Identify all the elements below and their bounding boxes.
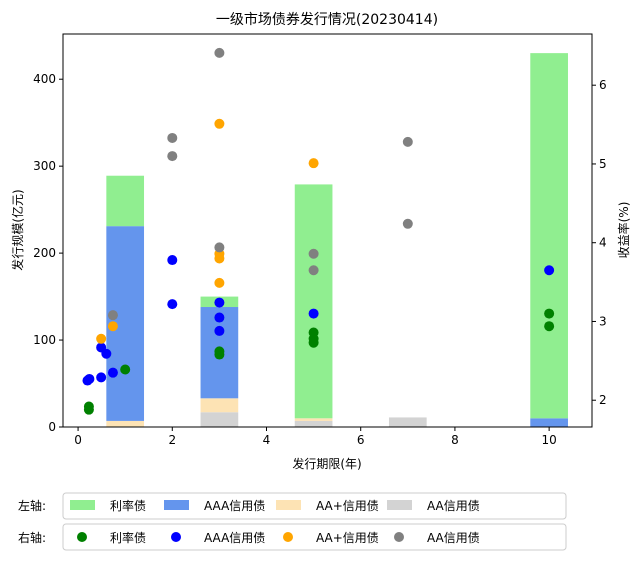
y-left-tick-label: 200 — [33, 246, 56, 260]
legend-left-box — [62, 492, 567, 520]
scatter-point — [544, 265, 555, 276]
legend-dot-label: AA+信用债 — [316, 531, 379, 545]
scatter-point — [544, 321, 555, 332]
scatter-point — [308, 265, 319, 276]
bar-segment — [530, 53, 568, 419]
x-tick-label: 2 — [168, 433, 176, 447]
legend-bar-label: AAA信用债 — [204, 499, 265, 513]
legend-dot-swatch — [394, 532, 404, 542]
scatter-point — [96, 372, 107, 383]
scatter-point — [402, 136, 413, 147]
x-tick-label: 8 — [451, 433, 459, 447]
scatter-point — [402, 218, 413, 229]
scatter-point — [308, 308, 319, 319]
legend-right-box — [62, 523, 567, 551]
scatter-point — [107, 321, 118, 332]
scatter-point — [544, 308, 555, 319]
y-right-axis-label: 收益率(%) — [616, 202, 631, 259]
x-axis-label: 发行期限(年) — [292, 456, 361, 471]
bar-segment — [200, 412, 239, 427]
chart-title: 一级市场债券发行情况(20230414) — [216, 11, 438, 28]
scatter-point — [101, 348, 112, 359]
scatter-point — [107, 367, 118, 378]
legend-dot-swatch — [77, 532, 87, 542]
legend-bar-swatch — [276, 500, 301, 510]
y-right-tick-label: 4 — [599, 236, 607, 250]
scatter-point — [214, 297, 225, 308]
scatter-point — [107, 310, 118, 321]
scatter-point — [214, 253, 225, 264]
scatter-point — [214, 277, 225, 288]
x-tick-label: 6 — [357, 433, 365, 447]
x-tick-label: 4 — [263, 433, 271, 447]
legend-dot-swatch — [283, 532, 293, 542]
bar-segment — [106, 175, 145, 227]
legend-left-axis-label: 左轴: — [18, 498, 46, 513]
bar-segment — [294, 184, 333, 419]
scatter-point — [308, 158, 319, 169]
bar-segment — [294, 418, 333, 421]
scatter-point — [84, 373, 95, 384]
legend-bar-swatch — [387, 500, 412, 510]
y-left-tick-label: 100 — [33, 333, 56, 347]
y-right-tick-label: 6 — [599, 78, 607, 92]
bar-segment — [530, 418, 568, 427]
y-left-tick-label: 0 — [48, 420, 56, 434]
scatter-point — [167, 299, 178, 310]
scatter-point — [83, 401, 94, 412]
scatter-point — [167, 132, 178, 143]
scatter-point — [308, 248, 319, 259]
scatter-point — [214, 349, 225, 360]
bar-segment — [200, 398, 239, 413]
plot-frame — [62, 33, 593, 428]
bar-segment — [388, 417, 427, 427]
legend-dot-label: AA信用债 — [427, 531, 480, 545]
x-tick-label: 10 — [541, 433, 556, 447]
scatter-point — [214, 312, 225, 323]
bar-segment — [106, 420, 145, 427]
scatter-point — [214, 242, 225, 253]
scatter-point — [308, 337, 319, 348]
y-left-axis-label: 发行规模(亿元) — [10, 189, 25, 270]
legend-bar-swatch — [70, 500, 95, 510]
bars-layer — [106, 53, 568, 427]
y-left-tick-label: 400 — [33, 72, 56, 86]
x-tick-label: 0 — [74, 433, 82, 447]
scatter-point — [167, 151, 178, 162]
scatter-point — [96, 333, 107, 344]
legend-bar-label: AA信用债 — [427, 499, 480, 513]
legend-right-axis-label: 右轴: — [18, 530, 46, 545]
legend-dot-swatch — [171, 532, 181, 542]
legend-dot-label: 利率债 — [110, 530, 146, 545]
legend-bar-label: 利率债 — [110, 498, 146, 513]
legend-dot-label: AAA信用债 — [204, 531, 265, 545]
y-right-tick-label: 3 — [599, 314, 607, 328]
scatter-point — [214, 47, 225, 58]
scatter-point — [214, 325, 225, 336]
scatter-point — [214, 118, 225, 129]
scatter-layer — [82, 47, 555, 415]
y-right-tick-label: 5 — [599, 157, 607, 171]
y-left-tick-label: 300 — [33, 159, 56, 173]
scatter-point — [120, 364, 131, 375]
scatter-point — [167, 255, 178, 266]
y-right-tick-label: 2 — [599, 393, 607, 407]
bar-segment — [294, 420, 333, 427]
legend-bar-label: AA+信用债 — [316, 499, 379, 513]
legend-bar-swatch — [164, 500, 189, 510]
